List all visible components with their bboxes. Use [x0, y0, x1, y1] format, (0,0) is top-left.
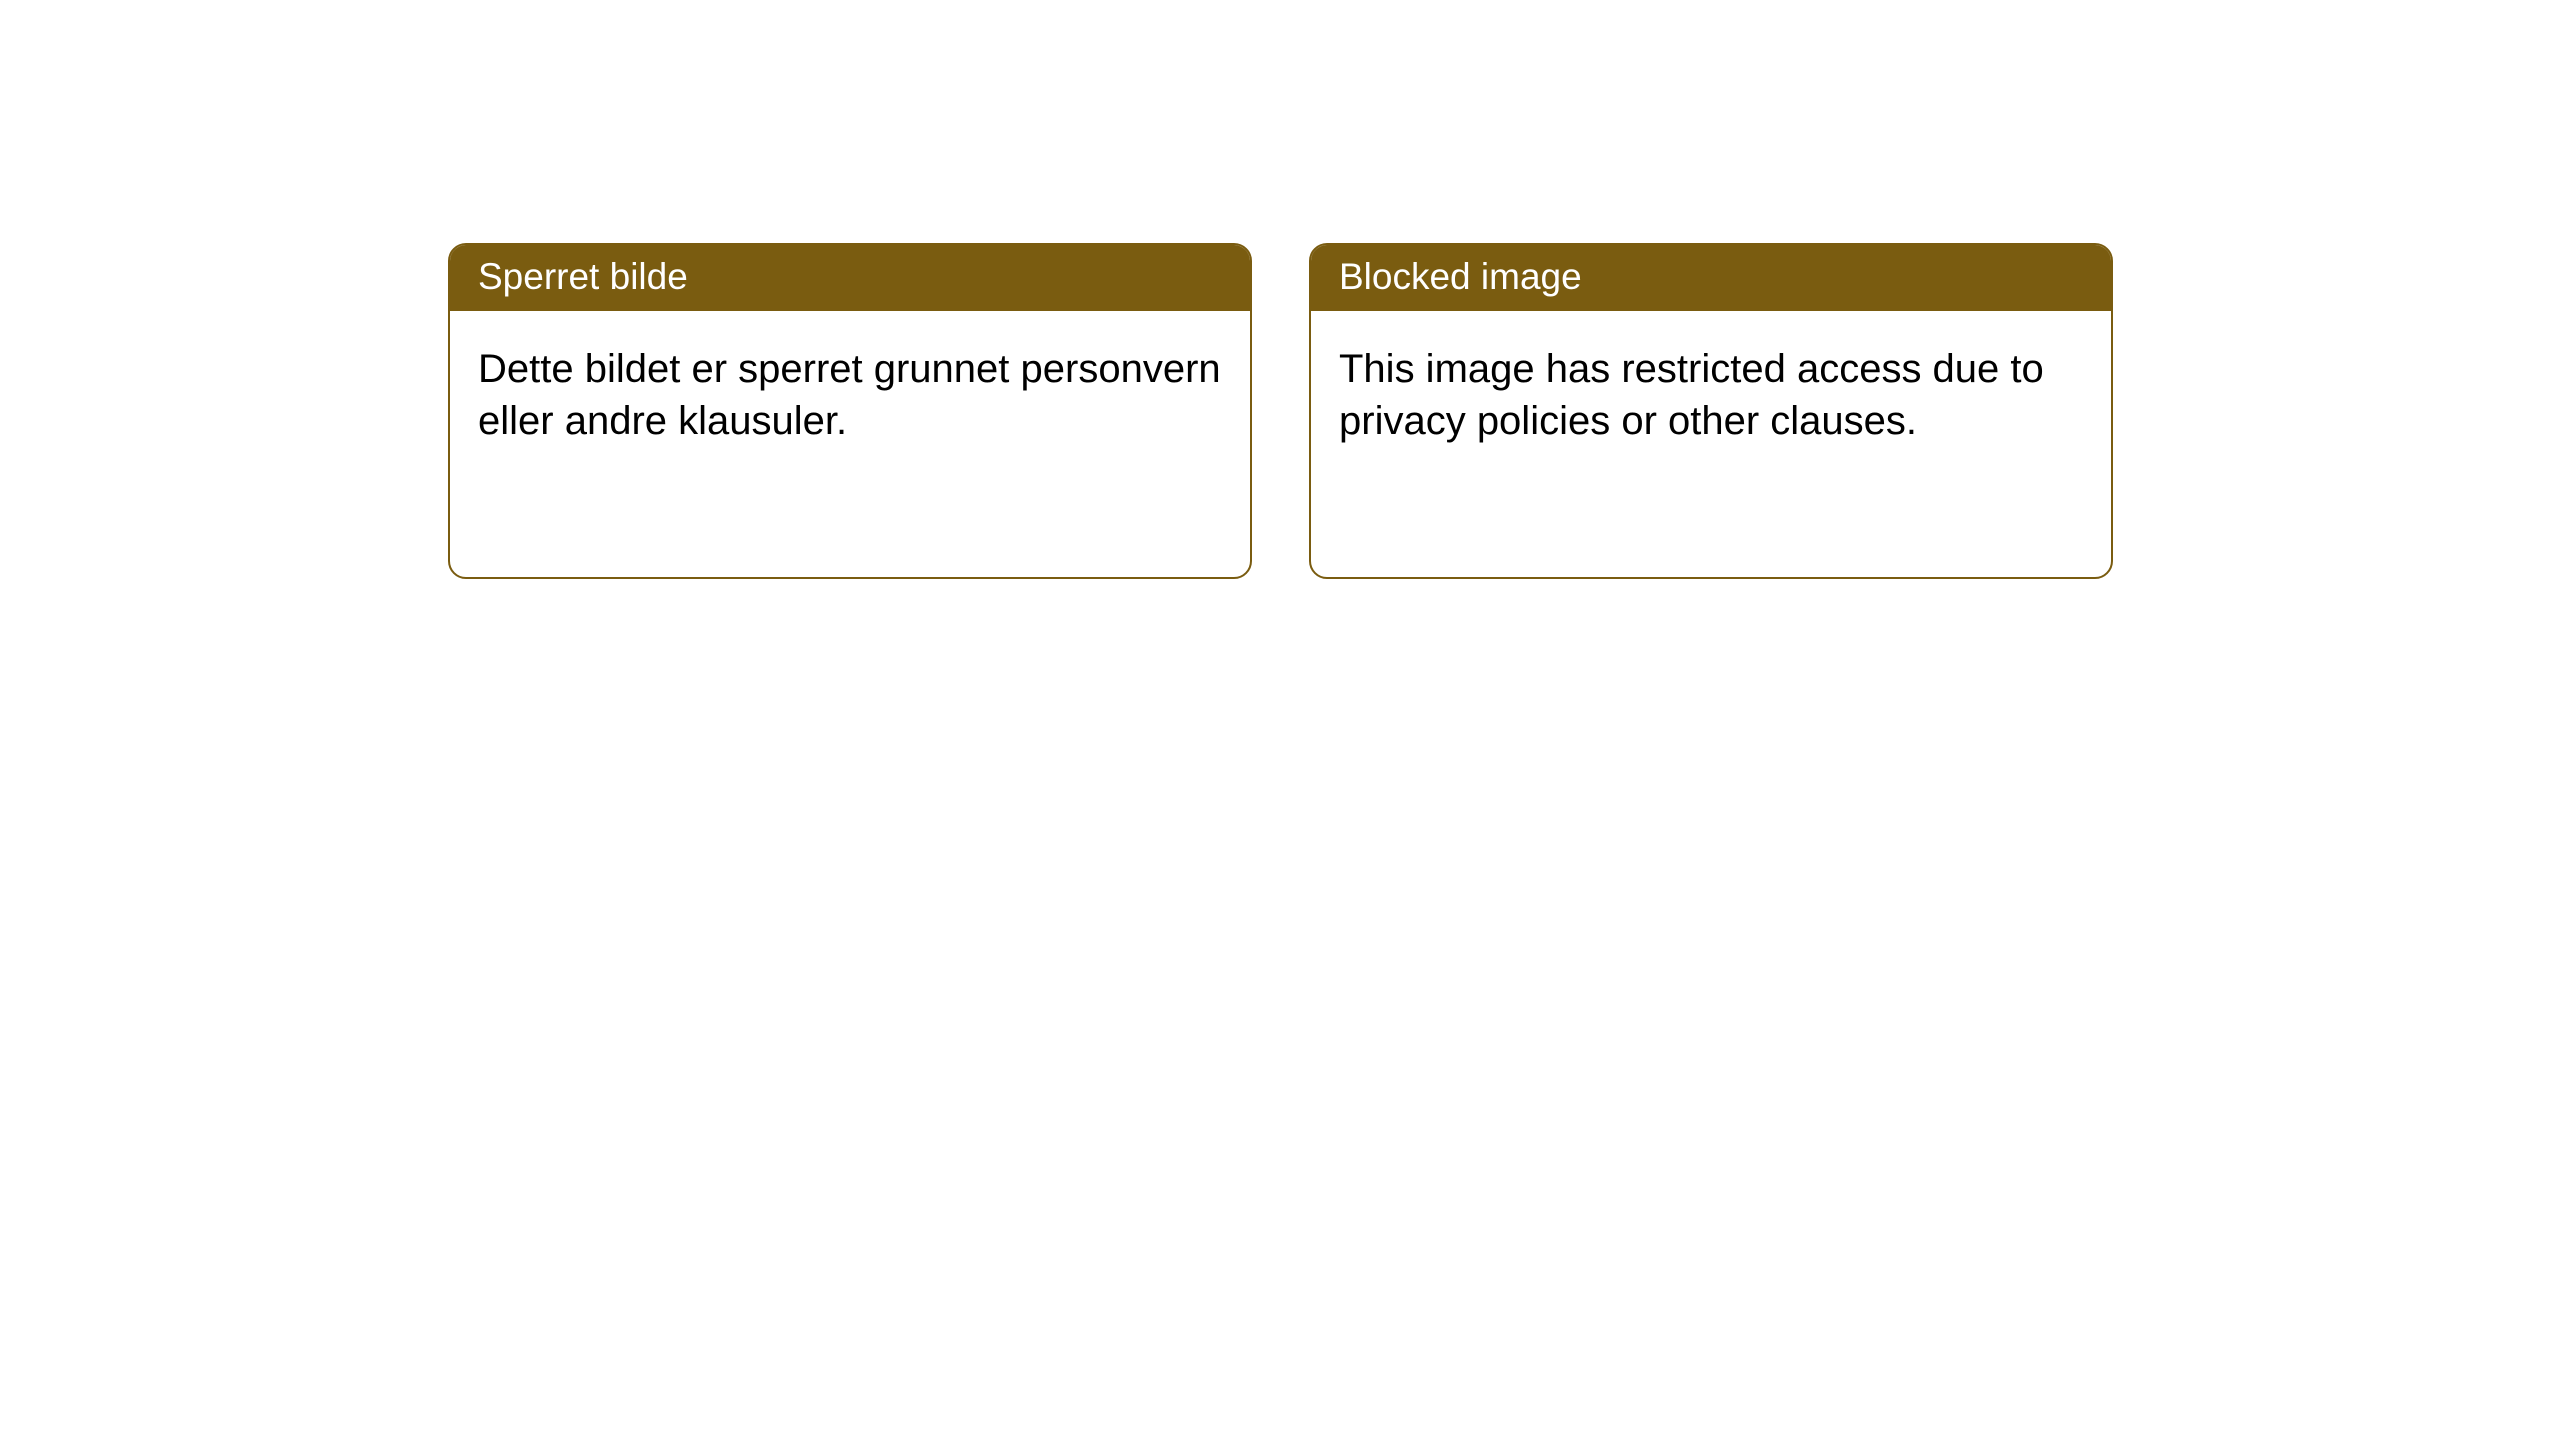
- notice-body: This image has restricted access due to …: [1311, 311, 2111, 479]
- notice-header: Blocked image: [1311, 245, 2111, 311]
- notice-title: Blocked image: [1339, 256, 1582, 297]
- notice-card-english: Blocked image This image has restricted …: [1309, 243, 2113, 579]
- notice-container: Sperret bilde Dette bildet er sperret gr…: [448, 243, 2113, 579]
- notice-body: Dette bildet er sperret grunnet personve…: [450, 311, 1250, 479]
- notice-card-norwegian: Sperret bilde Dette bildet er sperret gr…: [448, 243, 1252, 579]
- notice-title: Sperret bilde: [478, 256, 688, 297]
- notice-text: This image has restricted access due to …: [1339, 347, 2044, 443]
- notice-text: Dette bildet er sperret grunnet personve…: [478, 347, 1221, 443]
- notice-header: Sperret bilde: [450, 245, 1250, 311]
